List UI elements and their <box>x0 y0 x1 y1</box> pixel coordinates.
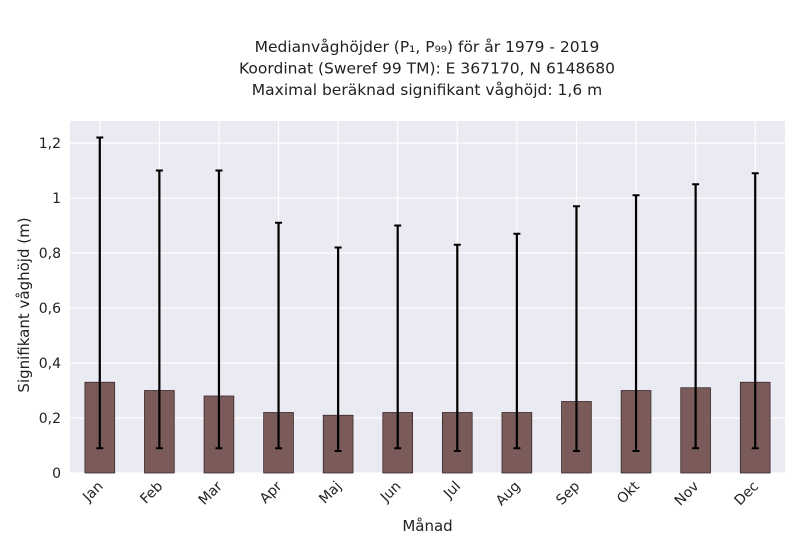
error-bars <box>96 136 759 452</box>
y-axis-label: Signifikant våghöjd (m) <box>15 217 33 392</box>
error-bar-jan <box>96 136 104 450</box>
x-tick-label: Aug <box>493 479 524 510</box>
y-tick-label: 1 <box>52 191 61 207</box>
chart-title: Medianvåghöjder (P₁, P₉₉) för år 1979 - … <box>239 38 615 99</box>
x-tick-label: Maj <box>316 479 345 508</box>
x-tick-label: Apr <box>257 478 286 507</box>
y-tick-label: 0,8 <box>39 246 61 262</box>
y-tick-label: 0,6 <box>39 301 61 317</box>
x-tick-label: Jul <box>440 479 464 503</box>
y-tick-label: 0,4 <box>39 356 61 372</box>
error-bar-jul <box>453 243 461 452</box>
plot-area <box>70 121 785 473</box>
x-tick-label: Feb <box>137 478 166 507</box>
error-bar-feb <box>155 169 163 450</box>
y-axis-ticks: 0 0,2 0,4 0,6 0,8 1 1,2 <box>39 136 61 482</box>
x-axis-ticks: Jan Feb Mar Apr Maj Jun Jul Aug Sep Okt Nov Dec <box>79 478 762 509</box>
x-tick-label: Okt <box>614 478 643 507</box>
error-bar-apr <box>275 221 283 450</box>
x-tick-label: Nov <box>672 479 703 510</box>
error-bar-okt <box>632 194 640 452</box>
title-line: Maximal beräknad signifikant våghöjd: 1,… <box>252 81 602 99</box>
error-bar-mar <box>215 169 223 450</box>
x-tick-label: Jun <box>377 479 404 506</box>
error-bar-dec <box>751 172 759 450</box>
x-axis-label: Månad <box>402 517 452 535</box>
y-tick-label: 1,2 <box>39 136 61 152</box>
x-tick-label: Jan <box>79 479 106 506</box>
title-line: Medianvåghöjder (P₁, P₉₉) för år 1979 - … <box>255 38 600 56</box>
title-line: Koordinat (Sweref 99 TM): E 367170, N 61… <box>239 60 615 78</box>
y-tick-label: 0 <box>52 466 61 482</box>
error-bar-aug <box>513 232 521 450</box>
error-bar-maj <box>334 246 342 452</box>
y-tick-label: 0,2 <box>39 411 61 427</box>
x-tick-label: Mar <box>196 478 226 508</box>
error-bar-nov <box>692 183 700 450</box>
error-bar-sep <box>572 205 580 452</box>
x-tick-label: Dec <box>732 479 762 509</box>
x-tick-label: Sep <box>553 478 583 508</box>
error-bar-jun <box>394 224 402 450</box>
